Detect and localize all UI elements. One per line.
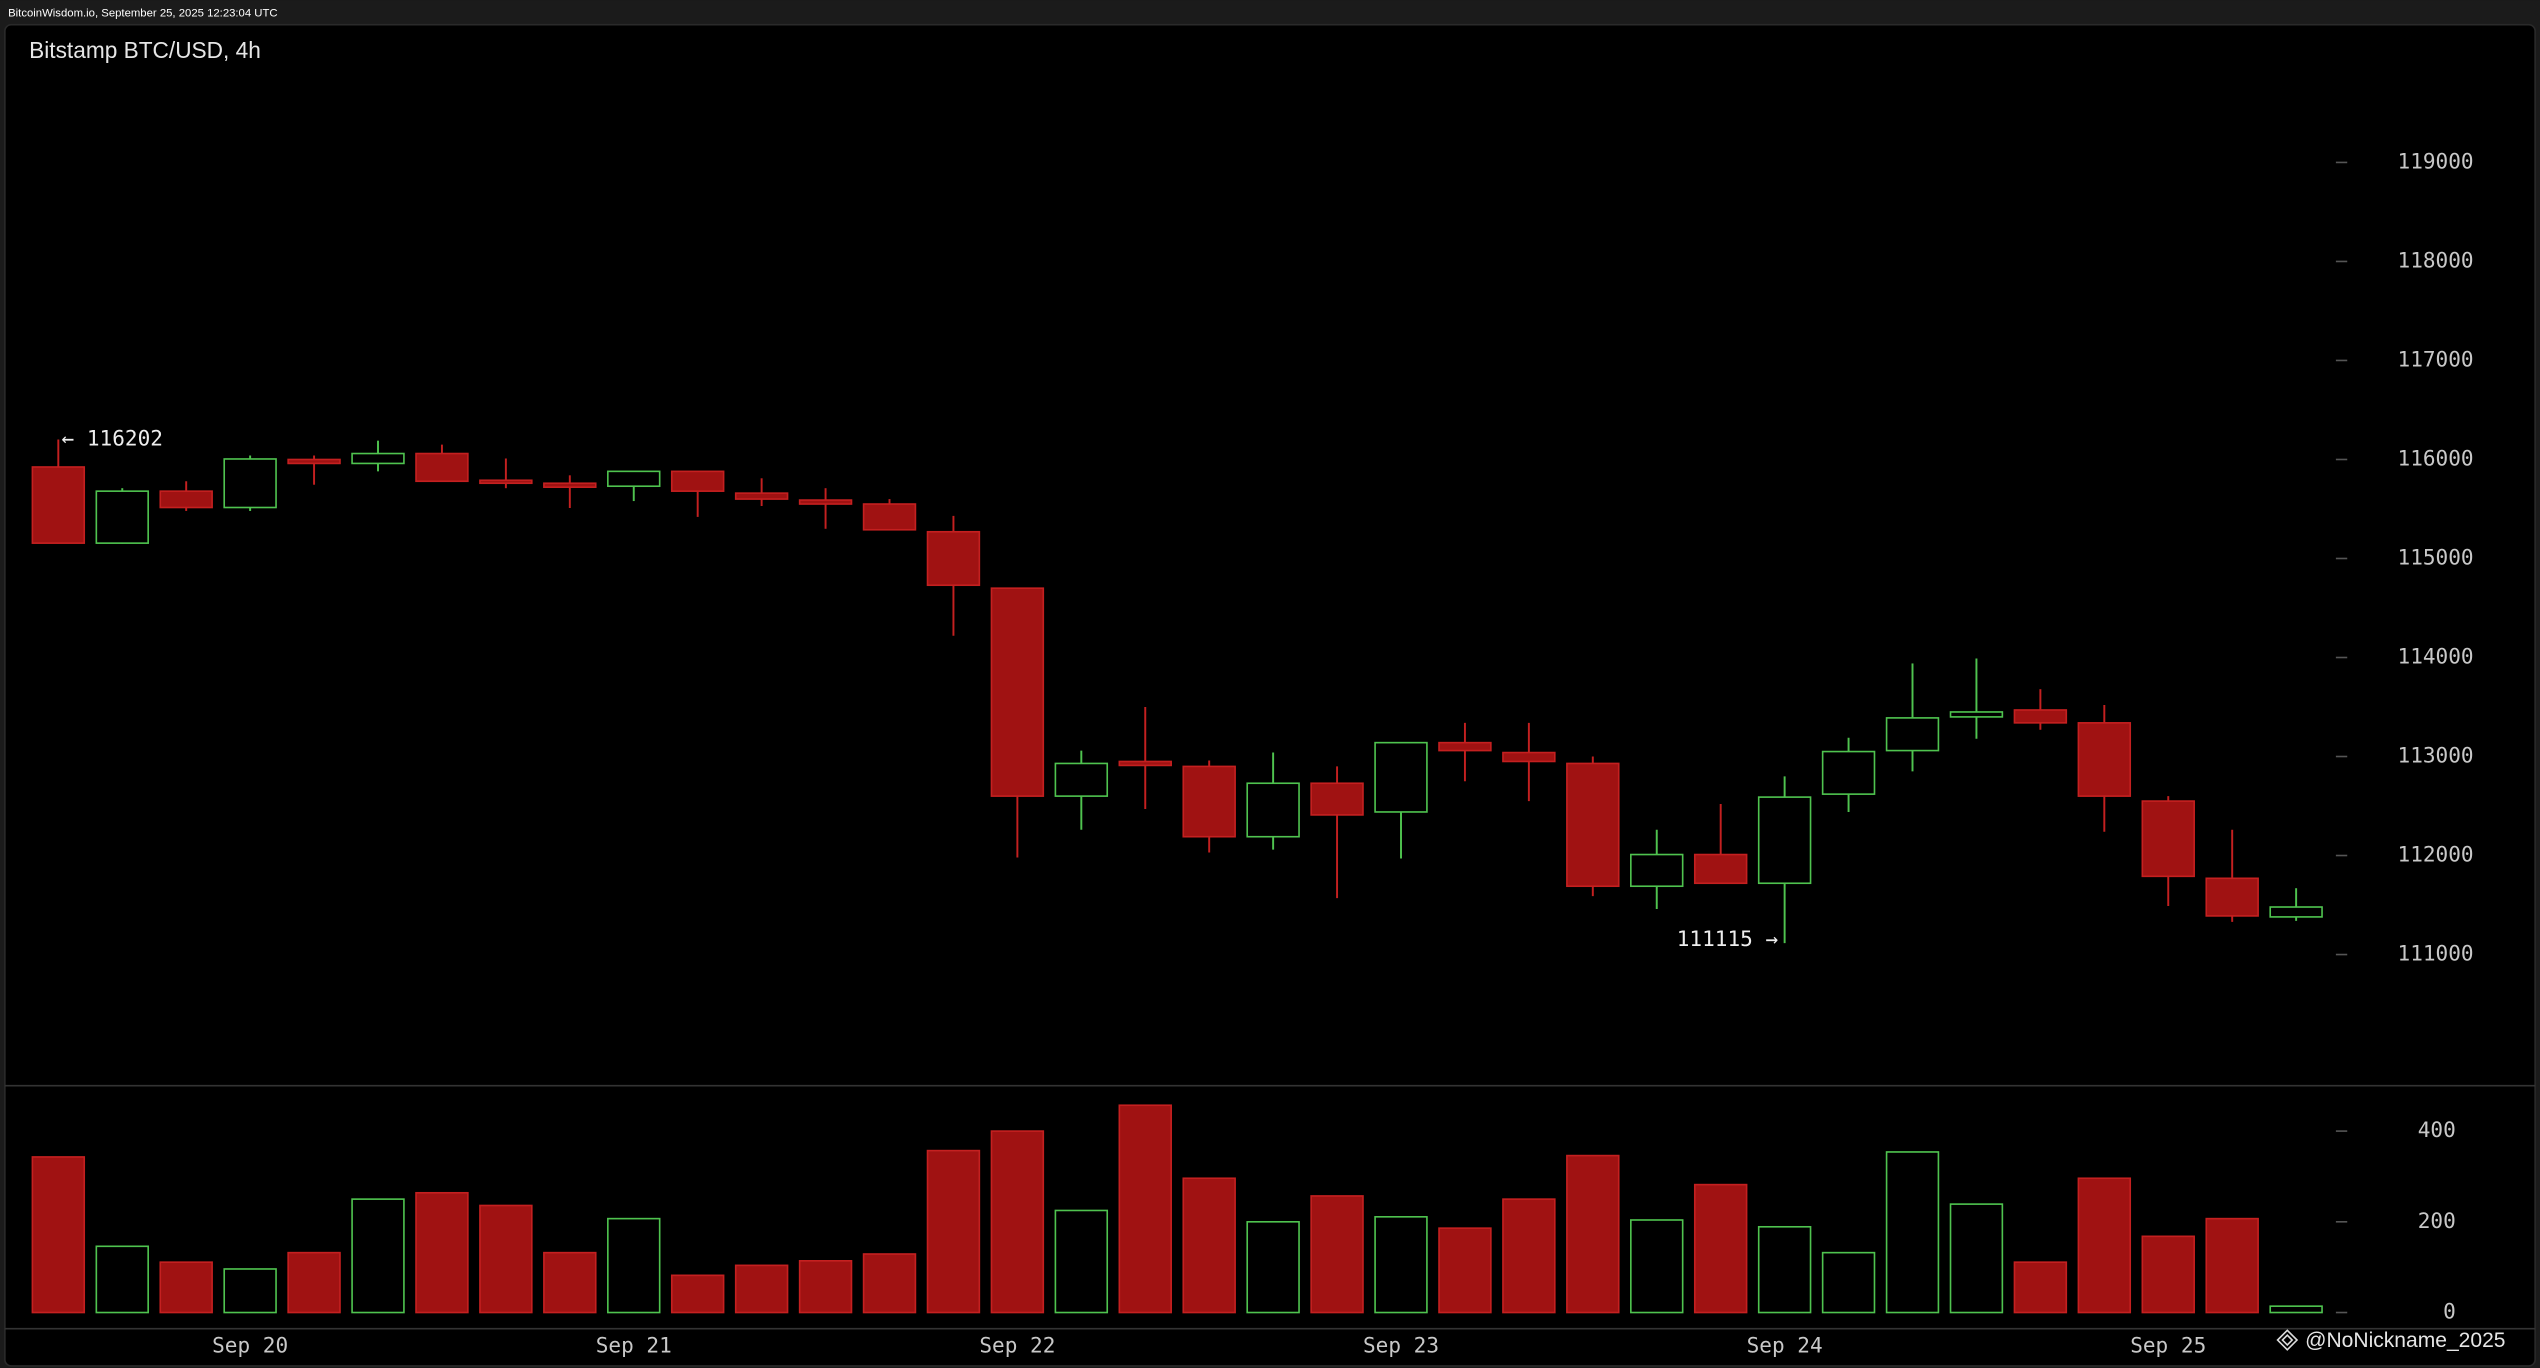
volume-bar <box>159 1261 213 1314</box>
chart-title: Bitstamp BTC/USD, 4h <box>29 37 261 63</box>
candle-body <box>1693 853 1748 885</box>
panel <box>4 23 2536 1367</box>
volume-bar <box>2269 1305 2323 1314</box>
candle-body <box>926 530 981 587</box>
y-tick-label: 113000 <box>2398 743 2474 768</box>
volume-bar <box>1054 1209 1109 1314</box>
volume-bar <box>1502 1198 1556 1314</box>
candle-body <box>2013 709 2068 724</box>
volume-bar <box>543 1251 597 1314</box>
x-tick-label: Sep 22 <box>979 1333 1055 1358</box>
candle-body <box>1054 762 1109 797</box>
candle-body <box>1757 796 1812 885</box>
x-tick-label: Sep 23 <box>1363 1333 1439 1358</box>
volume-bar <box>1693 1183 1748 1314</box>
volume-bar <box>1630 1219 1684 1314</box>
candle-body <box>1374 741 1428 813</box>
candle-body <box>1885 717 1940 752</box>
volume-bar <box>926 1149 981 1314</box>
y-tick-label: 119000 <box>2398 148 2474 173</box>
candle-body <box>1246 782 1300 838</box>
candle-body <box>1502 751 1556 763</box>
x-tick-label: Sep 20 <box>212 1333 288 1358</box>
candle-body <box>351 452 405 465</box>
volume-bar <box>670 1274 725 1314</box>
volume-bar <box>415 1191 469 1314</box>
volume-bar <box>351 1198 405 1314</box>
volume-bar <box>223 1268 277 1314</box>
candle-body <box>223 458 277 509</box>
candle-body <box>2269 906 2323 918</box>
candle-body <box>1630 853 1684 888</box>
candle-body <box>95 490 149 544</box>
candle-body <box>31 466 86 544</box>
y-tick-label: 111000 <box>2398 941 2474 966</box>
candle-body <box>670 470 725 492</box>
volume-bar <box>95 1245 149 1314</box>
volume-bar <box>1438 1227 1492 1314</box>
candle-body <box>2077 722 2132 797</box>
volume-bar <box>1118 1104 1172 1314</box>
volume-bar <box>1246 1220 1300 1314</box>
volume-bar <box>1757 1225 1812 1314</box>
candle-body <box>415 452 469 483</box>
candle-body <box>798 499 853 505</box>
volume-bar <box>1566 1154 1620 1314</box>
candle-body <box>543 482 597 489</box>
candle-body <box>1118 760 1172 767</box>
header: BitcoinWisdom.io, September 25, 2025 12:… <box>8 7 278 19</box>
candle-body <box>2141 800 2195 878</box>
candle-body <box>734 492 789 500</box>
candle-body <box>1310 782 1364 816</box>
y-tick-label: 118000 <box>2398 247 2474 272</box>
volume-bar <box>2141 1235 2195 1314</box>
candle-body <box>1821 750 1876 795</box>
volume-tick-label: 0 <box>2443 1299 2456 1324</box>
watermark-icon <box>2276 1329 2299 1351</box>
candle-body <box>1182 765 1236 838</box>
y-tick-label: 117000 <box>2398 346 2474 371</box>
candle-body <box>1438 741 1492 752</box>
candle-body <box>287 458 341 465</box>
volume-bar <box>287 1251 341 1314</box>
y-tick-label: 112000 <box>2398 842 2474 867</box>
candle-body <box>607 470 661 488</box>
volume-bar <box>2077 1177 2132 1314</box>
volume-tick-label: 400 <box>2418 1117 2456 1142</box>
candle-body <box>1949 711 2004 718</box>
y-tick-label: 114000 <box>2398 643 2474 668</box>
volume-bar <box>1374 1216 1428 1314</box>
candle-body <box>2205 877 2259 917</box>
x-tick-label: Sep 25 <box>2130 1333 2206 1358</box>
volume-bar <box>2205 1217 2259 1314</box>
candle-body <box>862 503 917 531</box>
watermark: @NoNickname_2025 <box>2305 1329 2505 1352</box>
volume-bar <box>1821 1251 1876 1314</box>
volume-bar <box>734 1264 789 1314</box>
x-tick-label: Sep 24 <box>1747 1333 1823 1358</box>
volume-bar <box>479 1204 533 1314</box>
x-tick-label: Sep 21 <box>596 1333 672 1358</box>
candle-body <box>990 587 1045 797</box>
candle-body <box>1566 762 1620 888</box>
y-tick-label: 116000 <box>2398 445 2474 470</box>
volume-bar <box>990 1130 1045 1314</box>
candle-body <box>159 490 213 509</box>
volume-bar <box>2013 1261 2068 1314</box>
volume-bar <box>1885 1151 1940 1314</box>
volume-tick-label: 200 <box>2418 1208 2456 1233</box>
volume-bar <box>1310 1195 1364 1314</box>
low-annotation: 111115 → <box>1677 926 1778 951</box>
volume-bar <box>862 1253 917 1314</box>
volume-bar <box>798 1260 853 1314</box>
volume-bar <box>1949 1203 2004 1314</box>
volume-bar <box>1182 1177 1236 1314</box>
y-tick-label: 115000 <box>2398 544 2474 569</box>
candle-body <box>479 479 533 485</box>
high-annotation: ← 116202 <box>62 425 163 450</box>
volume-bar <box>31 1156 86 1314</box>
volume-bar <box>607 1217 661 1314</box>
